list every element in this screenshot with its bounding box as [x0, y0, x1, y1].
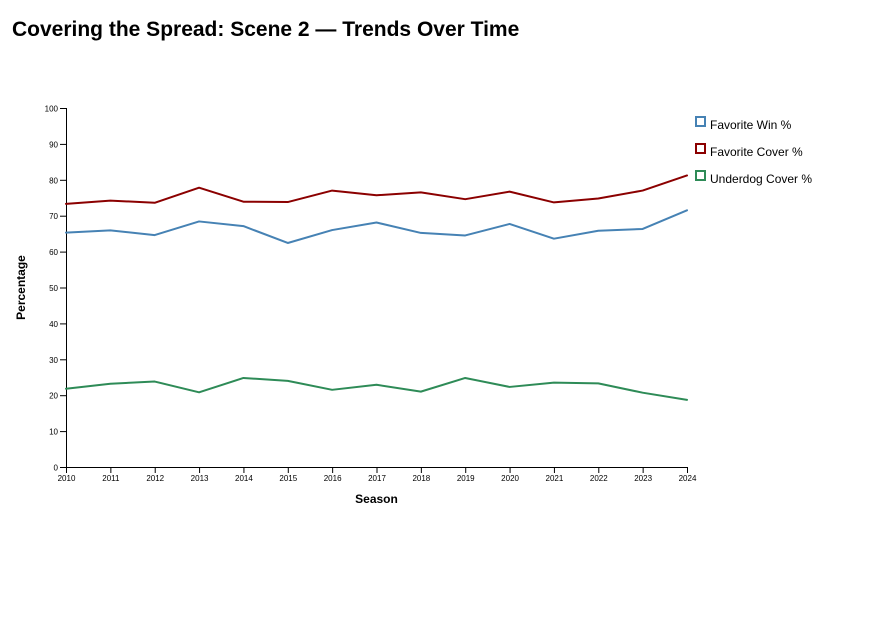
page-title: Covering the Spread: Scene 2 — Trends Ov… — [12, 18, 520, 41]
y-tick-label: 10 — [49, 428, 58, 437]
x-tick: 2020 — [501, 467, 520, 483]
x-tick: 2024 — [679, 467, 697, 483]
y-tick: 20 — [49, 392, 66, 401]
y-tick-label: 30 — [49, 356, 58, 365]
x-tick-label: 2015 — [279, 474, 297, 483]
x-tick-label: 2011 — [102, 474, 120, 483]
x-tick: 2015 — [279, 467, 298, 483]
x-tick-label: 2016 — [324, 474, 342, 483]
y-tick: 100 — [45, 105, 66, 114]
legend-item: Favorite Cover % — [695, 143, 803, 159]
x-tick-label: 2019 — [457, 474, 475, 483]
x-tick-label: 2013 — [191, 474, 209, 483]
legend-swatch — [695, 116, 706, 127]
legend-label: Favorite Cover % — [710, 145, 803, 159]
legend-item: Underdog Cover % — [695, 170, 812, 186]
x-tick: 2018 — [412, 467, 431, 483]
y-tick-label: 40 — [49, 320, 58, 329]
y-tick-label: 80 — [49, 176, 58, 185]
x-tick: 2012 — [146, 467, 165, 483]
y-tick-label: 70 — [49, 212, 58, 221]
x-axis-title: Season — [355, 492, 398, 506]
y-axis-title: Percentage — [14, 255, 28, 320]
x-tick: 2023 — [634, 467, 653, 483]
series-2 — [65, 174, 688, 205]
x-tick: 2017 — [368, 467, 386, 483]
legend-label: Favorite Win % — [710, 118, 792, 132]
y-tick-label: 50 — [49, 284, 58, 293]
x-tick-label: 2024 — [679, 474, 697, 483]
legend-item: Favorite Win % — [695, 116, 792, 132]
y-tick: 90 — [49, 140, 66, 149]
x-tick: 2019 — [457, 467, 475, 483]
y-tick: 70 — [49, 212, 66, 221]
y-tick-label: 90 — [49, 140, 58, 149]
y-tick: 10 — [49, 428, 66, 437]
x-axis: 2010 2011 2012 2013 2014 2015 2016 2017 2018 2019… — [58, 467, 697, 483]
x-tick-label: 2012 — [146, 474, 164, 483]
y-tick: 80 — [49, 176, 66, 185]
legend-swatch — [695, 170, 706, 181]
x-tick-label: 2020 — [501, 474, 519, 483]
x-tick: 2022 — [590, 467, 608, 483]
x-tick-label: 2014 — [235, 474, 253, 483]
y-tick-label: 100 — [45, 105, 59, 114]
series-line — [65, 209, 688, 244]
y-tick: 60 — [49, 248, 66, 257]
x-tick: 2011 — [102, 467, 120, 483]
x-tick: 2021 — [546, 467, 564, 483]
y-tick-label: 20 — [49, 392, 58, 401]
y-tick: 0 — [54, 464, 66, 473]
y-tick: 50 — [49, 284, 66, 293]
x-tick-label: 2010 — [58, 474, 76, 483]
x-tick-label: 2022 — [590, 474, 608, 483]
x-tick: 2010 — [58, 467, 76, 483]
legend-label: Underdog Cover % — [710, 172, 812, 186]
y-tick: 30 — [49, 356, 66, 365]
y-tick-label: 0 — [54, 464, 59, 473]
y-axis: 0 10 20 30 40 50 60 70 80 90 100 — [45, 105, 67, 473]
y-tick: 40 — [49, 320, 66, 329]
legend-swatch — [695, 143, 706, 154]
series-line — [65, 376, 688, 401]
x-tick-label: 2018 — [412, 474, 430, 483]
legend: Favorite Win % Favorite Cover % Underdog C… — [695, 116, 812, 186]
x-tick-label: 2017 — [368, 474, 386, 483]
x-tick-label: 2021 — [546, 474, 564, 483]
x-tick-label: 2023 — [634, 474, 652, 483]
series-line — [65, 174, 688, 205]
x-tick: 2013 — [191, 467, 209, 483]
series-3 — [65, 376, 688, 401]
y-tick-label: 60 — [49, 248, 58, 257]
series-1 — [65, 209, 688, 244]
x-tick: 2014 — [235, 467, 253, 483]
x-tick: 2016 — [324, 467, 342, 483]
